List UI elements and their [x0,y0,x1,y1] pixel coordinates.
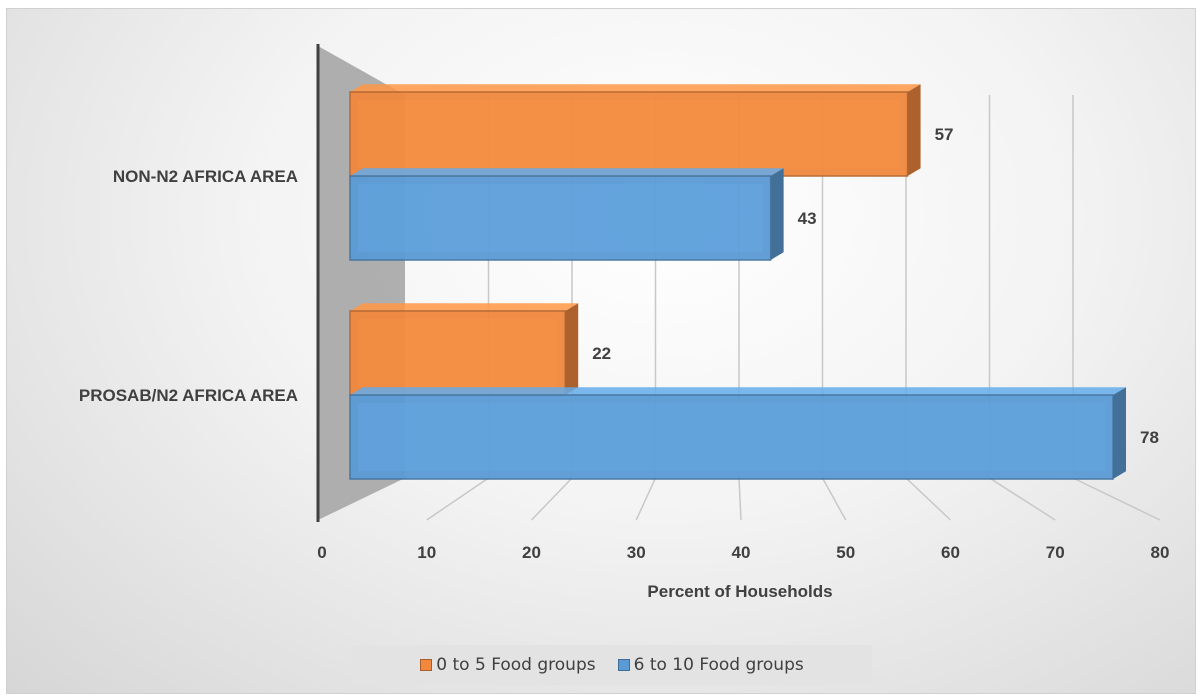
bars [349,84,1126,480]
bar [349,91,909,177]
bar-end-face [770,168,784,260]
x-tick-label: 30 [627,543,646,562]
x-tick-label: 80 [1151,543,1170,562]
legend-swatch-series-1 [420,659,433,671]
bar-top-face [350,303,579,311]
legend: 0 to 5 Food groups 6 to 10 Food groups [352,645,872,685]
x-tick-label: 60 [941,543,960,562]
bar-highlight [358,100,900,168]
data-label: 43 [798,209,817,228]
bar-highlight [358,403,1105,471]
bar-top-face [350,84,921,92]
legend-swatch-series-2 [617,659,630,671]
bar-highlight [358,319,558,387]
bar [349,394,1114,480]
gridline-floor [635,477,657,521]
data-label: 22 [592,344,611,363]
bar-highlight [358,184,763,252]
legend-label-series-1: 0 to 5 Food groups [436,655,596,675]
category-label: NON-N2 AFRICA AREA [113,167,298,186]
gridline-floor [1072,477,1161,521]
gridline-floor [426,477,489,521]
labels: 0 10 20 30 40 50 60 70 80 NON-N2 AFRICA AREA 57 43 P… [79,125,1170,562]
gridline-floor [530,477,573,521]
x-tick-label: 10 [417,543,436,562]
gridline-floor [989,477,1056,521]
gridline-floor [738,477,742,521]
legend-item-series-1: 0 to 5 Food groups [420,655,596,675]
bar-end-face [565,303,579,395]
bar-top-face [350,387,1126,395]
bar-end-face [1113,387,1126,479]
data-label: 78 [1140,428,1159,447]
x-tick-label: 0 [317,543,326,562]
legend-label-series-2: 6 to 10 Food groups [633,655,804,675]
bar-top-face [350,168,784,176]
legend-item-series-2: 6 to 10 Food groups [617,655,804,675]
bar [349,310,566,396]
x-tick-label: 70 [1046,543,1065,562]
bar-end-face [907,84,921,176]
category-label: PROSAB/N2 AFRICA AREA [79,386,298,405]
x-tick-label: 50 [836,543,855,562]
data-label: 57 [935,125,954,144]
x-tick-label: 40 [732,543,751,562]
bar [349,175,772,261]
gridline-floor [905,477,952,521]
gridline-floor [821,477,847,521]
x-tick-label: 20 [522,543,541,562]
x-axis-title: Percent of Households [647,582,832,601]
